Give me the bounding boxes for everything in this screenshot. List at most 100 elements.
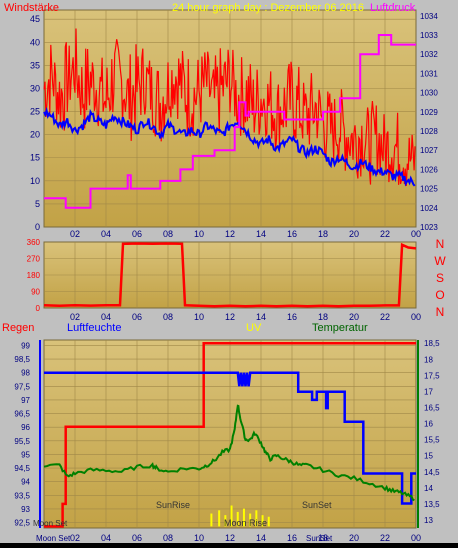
temperature-tick: 18 (424, 355, 433, 364)
wind-axis-label: Windstärke (4, 2, 59, 14)
x-tick-label: 08 (163, 533, 173, 543)
pressure-axis-label: Luftdruck (370, 2, 416, 14)
wind-tick: 35 (30, 60, 40, 70)
x-tick-label: 18 (318, 533, 328, 543)
wind-tick: 0 (35, 222, 40, 232)
wind-x-tick-labels: 02 04 06 08 10 12 14 16 18 20 22 00 (70, 229, 421, 239)
x-tick-label: 04 (101, 312, 111, 322)
x-tick-label: 00 (411, 229, 421, 239)
x-tick-label: 06 (132, 533, 142, 543)
x-tick-label: 22 (380, 312, 390, 322)
pressure-tick: 1027 (420, 146, 438, 155)
moon-set-x-label: Moon Set (36, 534, 71, 543)
moon-set-annotation: Moon Set (33, 519, 68, 528)
x-tick-label: 14 (256, 312, 266, 322)
x-tick-label: 20 (349, 312, 359, 322)
pressure-tick: 1034 (420, 12, 438, 21)
wind-tick-labels: 45 40 35 30 25 20 15 10 5 0 (30, 14, 40, 232)
direction-series (43, 242, 417, 308)
wind-tick: 45 (30, 14, 40, 24)
wind-tick: 5 (35, 199, 40, 209)
compass-letter: N (436, 305, 445, 319)
wind-direction-line (43, 242, 417, 308)
humidity-tick: 92,5 (14, 519, 30, 528)
x-tick-label: 02 (70, 533, 80, 543)
humidity-tick: 96 (21, 423, 30, 432)
humidity-axis-label: Luftfeuchte (67, 322, 121, 334)
x-tick-label: 14 (256, 229, 266, 239)
x-tick-label: 10 (194, 229, 204, 239)
x-tick-label: 20 (349, 229, 359, 239)
pressure-tick: 1033 (420, 31, 438, 40)
wind-tick: 15 (30, 153, 40, 163)
x-tick-label: 18 (318, 312, 328, 322)
pressure-tick: 1028 (420, 127, 438, 136)
compass-letter: O (435, 288, 444, 302)
temperature-tick: 18,5 (424, 339, 440, 348)
rain-line (44, 341, 416, 528)
temperature-tick: 16,5 (424, 403, 440, 412)
temperature-tick: 13,5 (424, 500, 440, 509)
x-tick-label: 22 (380, 533, 390, 543)
humidity-tick: 99 (21, 341, 30, 350)
x-tick-label: 16 (287, 312, 297, 322)
pressure-tick-labels: 1034 1033 1032 1031 1030 1029 1028 1027 1026 1025… (420, 12, 438, 232)
humidity-tick: 98,5 (14, 355, 30, 364)
direction-tick: 0 (36, 304, 41, 313)
sunset-annotation: SunSet (302, 500, 332, 510)
wind-gust-line (43, 28, 416, 187)
x-tick-label: 08 (163, 229, 173, 239)
temperature-tick: 17,5 (424, 371, 440, 380)
direction-tick-labels: 360 270 180 90 0 (27, 238, 41, 313)
direction-x-tick-labels: 02 04 06 08 10 12 14 16 18 20 22 00 (70, 312, 421, 322)
x-tick-label: 12 (225, 229, 235, 239)
x-tick-label: 12 (225, 533, 235, 543)
rain-axis-label: Regen (2, 322, 34, 334)
temperature-tick: 15 (424, 452, 433, 461)
wind-tick: 25 (30, 107, 40, 117)
x-tick-label: 18 (318, 229, 328, 239)
wind-tick: 20 (30, 130, 40, 140)
pressure-tick: 1025 (420, 185, 438, 194)
humidity-tick: 98 (21, 369, 30, 378)
humidity-tick: 93 (21, 505, 30, 514)
direction-tick: 180 (27, 271, 41, 280)
compass-letter: N (436, 237, 445, 251)
humidity-tick: 94 (21, 478, 30, 487)
x-tick-label: 16 (287, 533, 297, 543)
x-tick-label: 00 (411, 312, 421, 322)
temperature-tick: 14,5 (424, 468, 440, 477)
x-tick-label: 08 (163, 312, 173, 322)
x-tick-label: 04 (101, 533, 111, 543)
x-tick-label: 14 (256, 533, 266, 543)
pressure-tick: 1032 (420, 50, 438, 59)
humidity-tick: 95,5 (14, 437, 30, 446)
temperature-tick: 16 (424, 420, 433, 429)
moon-rise-annotation: Moon Rise (224, 518, 267, 528)
x-tick-label: 10 (194, 533, 204, 543)
graph-title: 24 hour graph day : Dezember 06 2016 (172, 2, 364, 14)
humidity-tick: 96,5 (14, 410, 30, 419)
humidity-tick: 95 (21, 450, 30, 459)
x-tick-label: 02 (70, 312, 80, 322)
wind-average-line (43, 106, 416, 187)
humidity-tick: 97,5 (14, 382, 30, 391)
x-tick-label: 06 (132, 312, 142, 322)
pressure-tick: 1026 (420, 165, 438, 174)
compass-letter: S (436, 271, 444, 285)
pressure-line (44, 34, 416, 209)
sunrise-annotation: SunRise (156, 500, 190, 510)
humidity-tick: 94,5 (14, 464, 30, 473)
pressure-tick: 1024 (420, 204, 438, 213)
x-tick-label: 16 (287, 229, 297, 239)
compass-letter: W (434, 254, 446, 268)
climate-x-tick-labels: 02 04 06 08 10 12 14 16 18 20 22 00 (70, 533, 421, 543)
humidity-tick-labels: 99 98,5 98 97,5 97 96,5 96 95,5 95 94,5 94 93,5 93 92… (14, 340, 41, 528)
wind-tick: 10 (30, 176, 40, 186)
humidity-tick: 97 (21, 396, 30, 405)
x-tick-label: 10 (194, 312, 204, 322)
pressure-tick: 1023 (420, 223, 438, 232)
